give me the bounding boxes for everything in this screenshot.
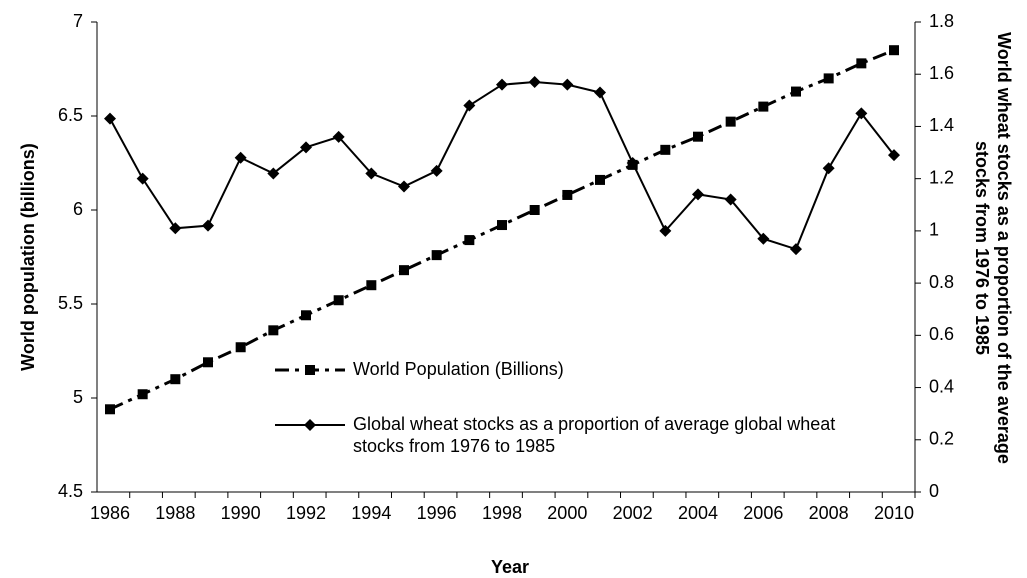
point [791, 86, 801, 97]
y-tick-label: 4.5 [58, 481, 83, 501]
point [757, 232, 770, 245]
point [234, 151, 247, 164]
point [137, 389, 148, 400]
x-tick-label: 2002 [613, 503, 653, 523]
y2-tick-label: 1.4 [929, 115, 954, 135]
point [889, 45, 899, 56]
y2-tick-label: 0.2 [929, 429, 954, 449]
point [660, 144, 671, 155]
y2-tick-label: 1 [929, 220, 939, 240]
y2-tick-label: 0.4 [929, 376, 954, 396]
y-tick-label: 6 [73, 199, 83, 219]
point [104, 112, 116, 125]
x-tick-label: 2000 [547, 503, 587, 523]
point [398, 180, 410, 193]
y2-tick-label: 1.2 [929, 167, 954, 187]
point [856, 58, 867, 69]
x-axis-title: Year [490, 557, 530, 577]
point [595, 174, 605, 185]
x-tick-label: 1990 [221, 503, 261, 523]
y-axis-title: World population (billions) [18, 143, 38, 371]
point [267, 167, 280, 180]
y2-tick-label: 0.8 [929, 272, 954, 292]
y-tick-label: 5 [73, 387, 83, 407]
y2-tick-label: 0 [929, 481, 939, 501]
point [561, 78, 574, 91]
x-tick-label: 2008 [809, 503, 849, 523]
point [724, 193, 737, 206]
point [268, 325, 279, 336]
point [399, 265, 409, 276]
point [136, 172, 149, 185]
point [203, 357, 213, 368]
point [464, 235, 475, 246]
point [496, 78, 508, 91]
x-tick-label: 2004 [678, 503, 718, 523]
y2-axis-title: World wheat stocks as a proportion of th… [972, 32, 1014, 464]
y-tick-label: 6.5 [58, 105, 83, 125]
legend-label: World Population (Billions) [353, 359, 564, 379]
point [888, 149, 900, 162]
y-tick-label: 5.5 [58, 293, 83, 313]
x-tick-label: 1992 [286, 503, 326, 523]
point [562, 189, 573, 200]
x-tick-label: 1986 [90, 503, 130, 523]
y2-tick-label: 0.6 [929, 324, 954, 344]
x-tick-label: 1988 [155, 503, 195, 523]
point [497, 220, 507, 231]
y-tick-label: 7 [73, 11, 83, 31]
x-tick-label: 1998 [482, 503, 522, 523]
x-tick-label: 2010 [874, 503, 914, 523]
x-tick-label: 1996 [417, 503, 457, 523]
point [528, 76, 541, 89]
y2-tick-label: 1.6 [929, 63, 954, 83]
point [202, 219, 214, 232]
point [430, 164, 443, 177]
point [594, 86, 606, 99]
x-tick-label: 1994 [351, 503, 391, 523]
point [170, 374, 181, 385]
point [366, 280, 377, 291]
legend-label: Global wheat stocks as a proportion of a… [353, 414, 836, 456]
point [169, 222, 182, 235]
x-tick-label: 2006 [743, 503, 783, 523]
point [365, 167, 378, 180]
point [822, 162, 835, 175]
point [626, 157, 639, 169]
point [332, 130, 345, 143]
point [333, 295, 344, 306]
point [659, 224, 672, 237]
point [758, 101, 769, 112]
point [300, 141, 312, 154]
point [790, 243, 802, 256]
point [725, 116, 736, 127]
point [235, 342, 246, 353]
legend-marker [304, 419, 316, 431]
legend-marker [305, 365, 315, 375]
y2-tick-label: 1.8 [929, 11, 954, 31]
point [529, 205, 540, 215]
point [823, 73, 834, 84]
point [855, 107, 868, 120]
point [463, 99, 476, 112]
point [431, 250, 442, 261]
point [692, 188, 704, 201]
point [693, 131, 703, 142]
point [301, 310, 311, 321]
point [105, 404, 115, 415]
